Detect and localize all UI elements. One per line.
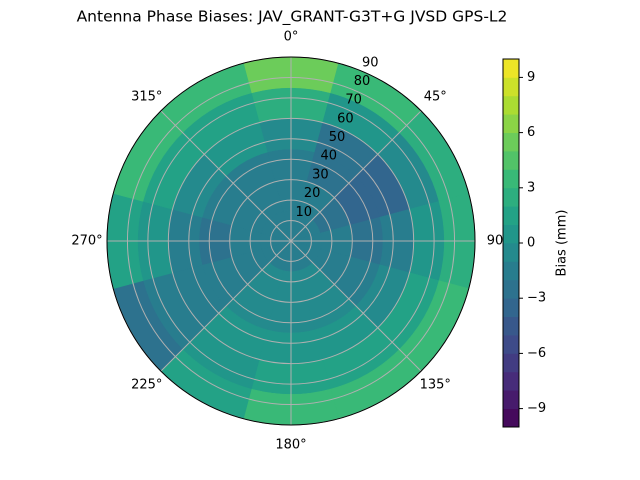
colorbar-tick-label: 9	[527, 70, 535, 85]
angular-grid-line	[290, 240, 422, 372]
colorbar-band	[503, 187, 519, 207]
radial-tick-label: 50	[329, 130, 346, 145]
angular-grid-line	[160, 240, 292, 372]
colorbar-band	[503, 224, 519, 244]
colorbar-tick-label: −6	[527, 346, 546, 361]
colorbar-tick-label: −3	[527, 291, 546, 306]
colorbar-tick-label: −9	[527, 401, 546, 416]
colorbar-band	[503, 279, 519, 299]
polar-frame	[106, 56, 476, 426]
angular-tick-label: 225°	[131, 378, 162, 393]
colorbar-band	[503, 316, 519, 336]
angular-grid-line	[290, 110, 422, 242]
colorbar-band	[503, 335, 519, 354]
colorbar-tick-label: 3	[527, 180, 535, 195]
angular-tick-label: 315°	[131, 89, 162, 104]
colorbar-band	[503, 114, 519, 133]
angular-tick-label: 135°	[420, 378, 451, 393]
colorbar-band	[503, 206, 519, 225]
colorbar-band	[503, 390, 519, 409]
radial-tick-label: 70	[345, 93, 362, 108]
colorbar-band	[503, 243, 519, 262]
colorbar-band	[503, 261, 519, 281]
colorbar-band	[503, 151, 519, 170]
colorbar-band	[503, 95, 519, 115]
radial-tick-label: 10	[296, 205, 313, 220]
colorbar-band	[503, 408, 519, 428]
angular-tick-label: 0°	[284, 30, 299, 45]
radial-tick-label: 30	[312, 167, 329, 182]
radial-tick-label: 90	[362, 55, 379, 70]
colorbar-tick-label: 0	[527, 236, 535, 251]
radial-tick-label: 60	[337, 111, 354, 126]
angular-tick-label: 45°	[424, 89, 447, 104]
radial-tick-label: 80	[354, 74, 371, 89]
colorbar-band	[503, 132, 519, 152]
colorbar-tick-label: 6	[527, 125, 535, 140]
colorbar-label: Bias (mm)	[555, 210, 570, 277]
radial-tick-label: 20	[304, 186, 321, 201]
colorbar-band	[503, 169, 519, 189]
angular-tick-label: 180°	[275, 438, 306, 453]
chart-title: Antenna Phase Biases: JAV_GRANT-G3T+G JV…	[77, 8, 508, 27]
colorbar-band	[503, 298, 519, 317]
colorbar-band	[503, 353, 519, 373]
angular-tick-label: 90	[487, 234, 504, 249]
radial-tick-label: 40	[320, 149, 337, 164]
angular-tick-label: 270°	[71, 234, 102, 249]
colorbar-band	[503, 77, 519, 97]
angular-grid-line	[160, 110, 292, 242]
colorbar-band	[503, 371, 519, 391]
colorbar-band	[503, 59, 519, 78]
